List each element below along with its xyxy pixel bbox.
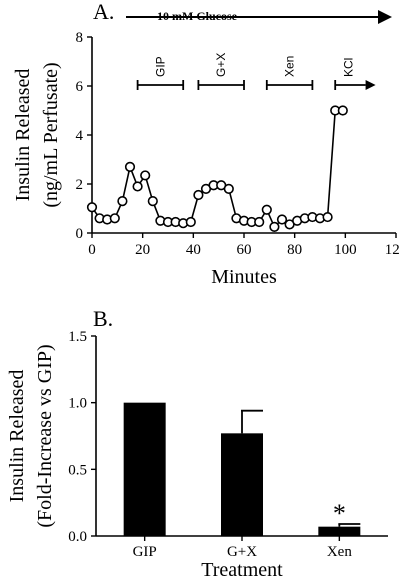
data-point — [140, 170, 151, 181]
treatment-label: GIP — [153, 56, 167, 77]
panel-b-bars: GIP G+X Xen * — [123, 402, 361, 560]
data-point — [193, 189, 204, 201]
data-point — [337, 105, 348, 116]
panel-a-y-axis-title-line2: (ng/mL Perfusate) — [40, 62, 62, 207]
treatment-bar-gx: G+X — [197, 53, 245, 90]
panel-b-y-axis-title-line1: Insulin Released — [6, 370, 28, 503]
data-point — [109, 213, 120, 224]
data-point — [117, 196, 128, 207]
data-point — [261, 204, 272, 215]
data-point — [185, 216, 196, 228]
panel-a-x-axis-title: Minutes — [211, 266, 277, 288]
y-tick-label: 0 — [76, 226, 84, 242]
data-point — [223, 183, 234, 194]
panel-b-label: B. — [93, 306, 113, 331]
x-tick-label: Xen — [327, 544, 352, 560]
panel-b-y-axis-title-line2: (Fold-Increase vs GIP) — [34, 344, 56, 527]
panel-b-x-axis-title: Treatment — [201, 559, 283, 580]
treatment-arrow-head — [365, 80, 376, 90]
y-tick-label: 0.5 — [68, 462, 87, 478]
y-tick-label: 1.5 — [68, 329, 87, 345]
data-point — [147, 196, 158, 207]
bar-gx — [221, 433, 263, 536]
treatment-bar-xen: Xen — [265, 56, 314, 90]
y-tick-label: 0.0 — [68, 529, 87, 545]
treatment-bar-gip: GIP — [136, 56, 185, 90]
panel-a-series — [86, 105, 348, 232]
x-tick-label: 40 — [186, 242, 201, 258]
x-tick-label: 60 — [237, 242, 252, 258]
y-tick-label: 4 — [76, 128, 84, 144]
y-tick-label: 2 — [76, 177, 84, 193]
treatment-label: G+X — [214, 53, 228, 77]
y-tick-label: 1.0 — [68, 396, 87, 412]
panel-b: B. 0.0 0.5 1.0 1.5 GIP G+X Xen * Treatment Ins… — [6, 306, 388, 580]
x-tick-label: 120 — [385, 242, 400, 258]
x-tick-label: 20 — [135, 242, 150, 258]
glucose-arrow-head — [378, 10, 392, 24]
x-tick-label: 100 — [334, 242, 357, 258]
x-tick-label: 80 — [287, 242, 302, 258]
x-tick-label: 0 — [88, 242, 96, 258]
data-point — [254, 216, 265, 228]
data-point — [322, 211, 333, 223]
treatment-bar-kcl: KCl — [334, 58, 376, 90]
data-point — [132, 181, 143, 192]
y-tick-label: 6 — [76, 79, 84, 95]
glucose-label: 10 mM Glucose — [157, 9, 238, 23]
bar-gip — [123, 402, 166, 536]
panel-a-x-ticks: 0 20 40 60 80 100 120 — [88, 233, 400, 258]
data-point — [124, 161, 136, 172]
y-tick-label: 8 — [76, 30, 84, 46]
x-tick-label: G+X — [227, 544, 257, 560]
data-point — [269, 221, 280, 232]
panel-a-y-ticks: 0 2 4 6 8 — [76, 30, 92, 242]
treatment-label: KCl — [341, 58, 355, 77]
data-point — [86, 202, 98, 213]
panel-a-label: A. — [93, 0, 114, 24]
panel-a-treatment-bars: GIP G+X Xen KCl — [136, 53, 376, 90]
x-tick-label: GIP — [133, 544, 157, 560]
significance-marker: * — [333, 499, 346, 528]
panel-a: A. 10 mM Glucose 0 20 40 60 80 100 120 0 2 4 6 8 G… — [12, 0, 400, 288]
panel-b-y-ticks: 0.0 0.5 1.0 1.5 — [68, 329, 96, 545]
panel-a-y-axis-title-line1: Insulin Released — [12, 69, 34, 202]
bar-xen — [318, 526, 361, 536]
data-point — [276, 214, 288, 225]
treatment-label: Xen — [283, 56, 297, 77]
